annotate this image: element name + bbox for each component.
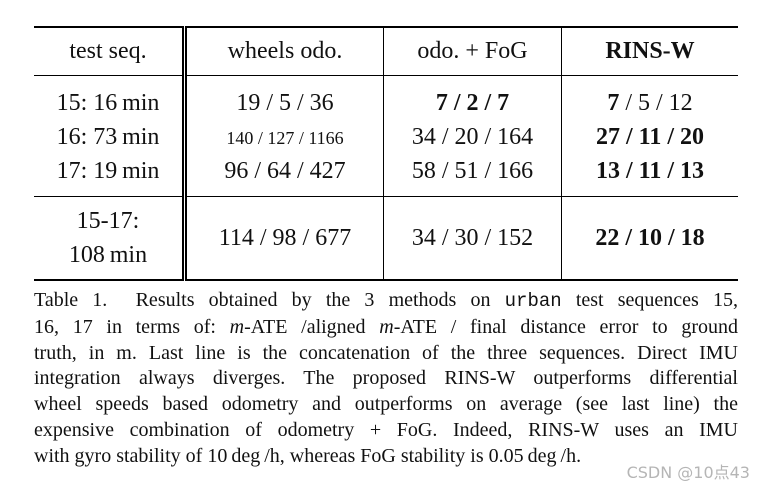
- table-cell: 140 / 127 / 1166: [184, 120, 384, 154]
- cell-text: 96 / 64 / 427: [224, 157, 346, 184]
- caption-line: 16, 17 in terms of: m-ATE /aligned m-ATE…: [34, 315, 738, 341]
- caption-run: with gyro stability of 10 deg /h, wherea…: [34, 444, 582, 467]
- cell-text: wheels odo.: [227, 38, 343, 64]
- cell-text: 34 / 30 / 152: [411, 224, 534, 251]
- table-cell: 15-17: 108 min: [34, 196, 187, 281]
- cell-run: / 5 / 12: [619, 89, 693, 116]
- cell-text: 34 / 20 / 164: [411, 123, 534, 150]
- table-cell: 7 / 5 / 12: [562, 76, 739, 121]
- table-cell: 15: 16 min: [34, 75, 187, 120]
- table-cell: 17: 19 min: [34, 154, 187, 197]
- cell-text: odo. + FoG: [417, 38, 528, 64]
- cell-text: test seq.: [69, 38, 147, 64]
- caption-run: integration always diverges. The propose…: [34, 367, 738, 390]
- watermark: CSDN @10点43: [626, 463, 750, 482]
- header-cell: odo. + FoG: [383, 26, 562, 76]
- cell-text: 13 / 11 / 13: [595, 157, 704, 184]
- cell-text: 16: 73 min: [56, 123, 160, 150]
- table-cell: 96 / 64 / 427: [184, 154, 384, 197]
- caption-run: urban: [504, 290, 562, 312]
- header-cell: test seq.: [34, 26, 187, 76]
- cell-text: 7 / 2 / 7: [435, 89, 510, 116]
- caption-run: Table 1. Results obtained by the 3 metho…: [34, 289, 505, 311]
- cell-text: 17: 19 min: [56, 157, 160, 184]
- cell-line: 15-17:: [76, 208, 140, 234]
- caption-run: wheel speeds based odometry and outperfo…: [34, 393, 738, 416]
- caption-run: m: [379, 315, 394, 338]
- caption-line: with gyro stability of 10 deg /h, wherea…: [34, 444, 738, 470]
- cell-run: 7: [607, 89, 620, 116]
- table-cell: 19 / 5 / 36: [184, 75, 384, 120]
- table-cell: 27 / 11 / 20: [562, 120, 739, 154]
- table-row: 15: 16 min 19 / 5 / 36 7 / 2 / 7 7 / 5 / 12: [34, 75, 739, 121]
- table-row: 17: 19 min 96 / 64 / 427 58 / 51 / 166 13 /…: [34, 154, 738, 197]
- caption-run: m: [229, 315, 245, 338]
- header-row: test seq. wheels odo. odo. + FoG RINS-W: [34, 26, 738, 76]
- caption-run: expensive combination of odometry + FoG.…: [34, 418, 738, 441]
- header-cell: wheels odo.: [184, 26, 384, 76]
- cell-text: 27 / 11 / 20: [595, 123, 704, 150]
- table-cell: 7 / 2 / 7: [383, 75, 562, 120]
- table-cell: 34 / 20 / 164: [383, 120, 562, 154]
- table-cell: 13 / 11 / 13: [561, 154, 738, 197]
- cell-text: 140 / 127 / 1166: [226, 127, 344, 148]
- table-cell: 34 / 30 / 152: [383, 196, 562, 281]
- caption-line: Table 1. Results obtained by the 3 metho…: [34, 288, 738, 315]
- table-cell: 22 / 10 / 18: [561, 196, 738, 281]
- cell-text: 19 / 5 / 36: [236, 89, 334, 116]
- caption-run: -ATE /aligned: [244, 315, 380, 338]
- table-row: 16: 73 min 140 / 127 / 1166 34 / 20 / 164 2…: [34, 120, 738, 154]
- results-table: test seq. wheels odo. odo. + FoG RINS-W 15: …: [34, 26, 738, 281]
- cell-text: RINS-W: [605, 38, 695, 64]
- table-cell: 16: 73 min: [34, 120, 187, 154]
- caption: Table 1. Results obtained by the 3 metho…: [34, 288, 738, 470]
- caption-line: expensive combination of odometry + FoG.…: [34, 418, 738, 444]
- cell-text: 114 / 98 / 677: [218, 224, 352, 251]
- caption-run: 16, 17 in terms of:: [34, 315, 230, 338]
- caption-run: truth, in m. Last line is the concatenat…: [34, 341, 738, 364]
- header-cell: RINS-W: [561, 26, 738, 76]
- table-cell: 114 / 98 / 677: [184, 196, 384, 281]
- cell-text: 58 / 51 / 166: [411, 157, 534, 184]
- caption-run: -ATE / final distance error to ground: [393, 315, 738, 338]
- cell-text: 15: 16 min: [56, 89, 160, 116]
- caption-line: wheel speeds based odometry and outperfo…: [34, 392, 738, 418]
- cell-line: 108 min: [68, 242, 148, 268]
- caption-run: test sequences 15,: [561, 289, 738, 311]
- caption-line: truth, in m. Last line is the concatenat…: [34, 341, 738, 367]
- table-row: 15-17: 108 min 114 / 98 / 677 34 / 30 / 152…: [34, 196, 738, 281]
- caption-line: integration always diverges. The propose…: [34, 366, 738, 392]
- cell-text: 22 / 10 / 18: [595, 224, 705, 251]
- table-cell: 58 / 51 / 166: [383, 154, 562, 197]
